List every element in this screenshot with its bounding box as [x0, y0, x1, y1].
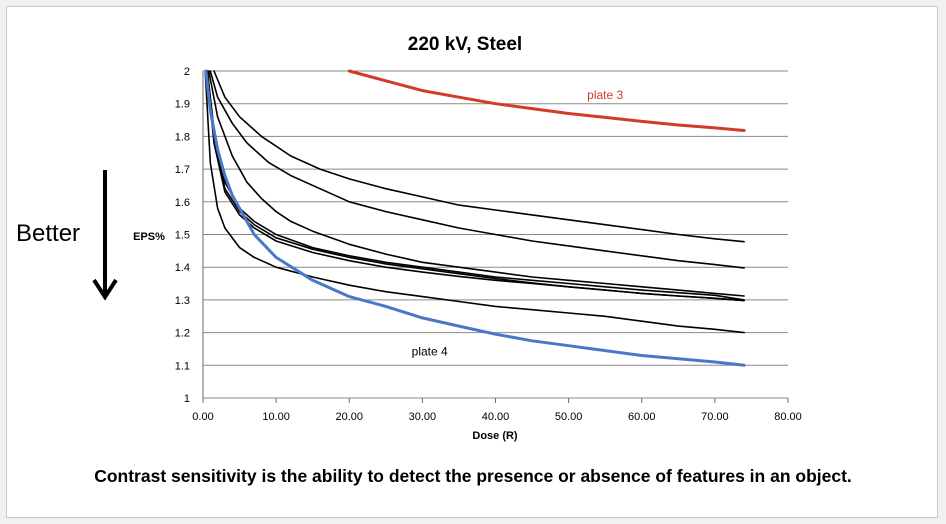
x-tick-label: 50.00: [555, 411, 583, 423]
y-tick-label: 1.4: [175, 262, 190, 274]
y-tick-label: 1: [184, 393, 190, 405]
y-tick-label: 2: [184, 66, 190, 78]
annotation-plate-4: plate 4: [412, 344, 448, 358]
series-plate-4: [204, 69, 746, 367]
series-plate-3: [347, 69, 746, 132]
down-arrow-icon: [92, 170, 118, 301]
x-tick-label: 40.00: [482, 411, 510, 423]
x-tick-label: 20.00: [335, 411, 363, 423]
caption: Contrast sensitivity is the ability to d…: [94, 466, 852, 486]
y-tick-label: 1.6: [175, 197, 190, 209]
x-axis-ticks: 0.00 10.00 20.00 30.00 40.00 50.00 60.00 70.00 8…: [192, 398, 802, 423]
series-line: [213, 70, 745, 243]
y-tick-label: 1.1: [175, 360, 190, 372]
x-tick-label: 70.00: [701, 411, 729, 423]
x-tick-label: 10.00: [262, 411, 290, 423]
x-tick-label: 80.00: [774, 411, 802, 423]
y-tick-label: 1.9: [175, 99, 190, 111]
y-tick-label: 1.8: [175, 131, 190, 143]
y-axis-title: EPS%: [133, 231, 165, 243]
y-tick-label: 1.5: [175, 230, 190, 242]
chart-title: 220 kV, Steel: [408, 34, 522, 55]
series-lines: [204, 69, 746, 367]
series-line: [204, 70, 745, 334]
x-tick-label: 30.00: [409, 411, 437, 423]
x-axis-title: Dose (R): [472, 430, 518, 442]
x-tick-label: 0.00: [192, 411, 213, 423]
y-tick-label: 1.2: [175, 328, 190, 340]
y-tick-label: 1.3: [175, 295, 190, 307]
series-line: [205, 70, 745, 302]
chart: 220 kV, Steel 11.11.21.31.41.51.61.71.81…: [133, 34, 802, 442]
y-axis-ticks: 1 1.1 1.2 1.3 1.4 1.5 1.6 1.7 1.8 1.9 2: [175, 66, 190, 405]
better-label: Better: [16, 220, 81, 247]
series-line: [208, 70, 745, 297]
y-tick-label: 1.7: [175, 164, 190, 176]
slide-frame: [6, 6, 938, 518]
series-line: [209, 70, 745, 269]
annotation-plate-3: plate 3: [587, 88, 623, 102]
annotations: plate 3 plate 4: [412, 88, 624, 359]
x-tick-label: 60.00: [628, 411, 656, 423]
